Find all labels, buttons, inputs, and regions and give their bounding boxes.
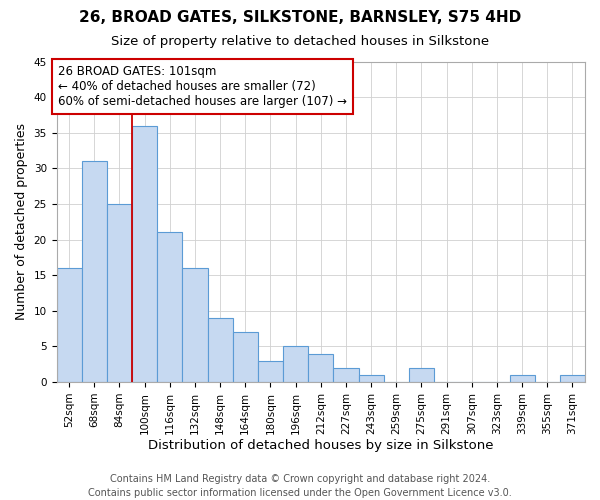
Bar — [132, 126, 157, 382]
Bar — [56, 268, 82, 382]
Bar — [334, 368, 359, 382]
Y-axis label: Number of detached properties: Number of detached properties — [15, 124, 28, 320]
Text: 26, BROAD GATES, SILKSTONE, BARNSLEY, S75 4HD: 26, BROAD GATES, SILKSTONE, BARNSLEY, S7… — [79, 10, 521, 25]
Bar — [509, 375, 535, 382]
Bar — [157, 232, 182, 382]
Bar — [560, 375, 585, 382]
Bar — [82, 161, 107, 382]
Bar — [182, 268, 208, 382]
Bar — [233, 332, 258, 382]
Bar — [359, 375, 383, 382]
Text: Size of property relative to detached houses in Silkstone: Size of property relative to detached ho… — [111, 35, 489, 48]
Bar — [208, 318, 233, 382]
Bar — [409, 368, 434, 382]
Bar — [308, 354, 334, 382]
Text: 26 BROAD GATES: 101sqm
← 40% of detached houses are smaller (72)
60% of semi-det: 26 BROAD GATES: 101sqm ← 40% of detached… — [58, 65, 347, 108]
Text: Contains HM Land Registry data © Crown copyright and database right 2024.
Contai: Contains HM Land Registry data © Crown c… — [88, 474, 512, 498]
Bar — [283, 346, 308, 382]
Bar — [107, 204, 132, 382]
Bar — [258, 360, 283, 382]
X-axis label: Distribution of detached houses by size in Silkstone: Distribution of detached houses by size … — [148, 440, 494, 452]
